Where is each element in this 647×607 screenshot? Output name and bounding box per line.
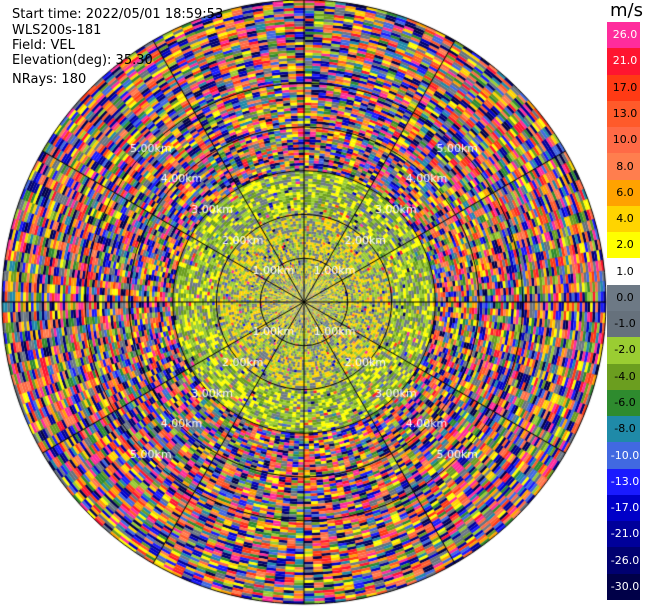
colorbar: 26.0 21.0 17.0 13.0 10.0 8.0 6.0 4.0 2.0 1.0 0.0 -1… xyxy=(607,22,640,601)
colorbar-swatch xyxy=(607,442,640,470)
nrays-label: NRays: 180 xyxy=(12,72,87,87)
field-label: Field: VEL xyxy=(12,38,75,53)
colorbar-swatch xyxy=(607,258,640,286)
colorbar-tick-label: 6.0 xyxy=(616,185,634,199)
colorbar-tick-label: 8.0 xyxy=(616,159,634,173)
colorbar-swatch xyxy=(607,179,640,207)
colorbar-tick-label: -4.0 xyxy=(614,369,636,383)
colorbar-swatch xyxy=(607,494,640,522)
colorbar-tick-label: -13.0 xyxy=(610,474,640,488)
colorbar-swatch xyxy=(607,100,640,128)
colorbar-swatch xyxy=(607,205,640,233)
colorbar-tick-label: 13.0 xyxy=(612,106,638,120)
colorbar-tick-label: -21.0 xyxy=(610,527,640,541)
colorbar-tick-label: -2.0 xyxy=(614,343,636,357)
colorbar-swatch xyxy=(607,416,640,443)
colorbar-swatch xyxy=(607,153,640,181)
colorbar-tick-label: -6.0 xyxy=(614,395,636,409)
colorbar-tick-label: -26.0 xyxy=(610,553,640,567)
colorbar-tick-label: 10.0 xyxy=(612,133,638,147)
colorbar-tick-label: -17.0 xyxy=(610,501,640,515)
colorbar-tick-label: 26.0 xyxy=(612,28,638,42)
elevation-label: Elevation(deg): 35.30 xyxy=(12,53,153,68)
colorbar-tick-label: -30.0 xyxy=(610,579,640,593)
colorbar-swatch xyxy=(607,573,640,601)
colorbar-unit: m/s xyxy=(610,0,643,21)
colorbar-tick-label: 17.0 xyxy=(612,80,638,94)
colorbar-swatch xyxy=(607,468,640,496)
colorbar-tick-label: 2.0 xyxy=(616,238,634,252)
colorbar-swatch xyxy=(607,232,640,259)
colorbar-tick-label: 0.0 xyxy=(616,290,634,304)
colorbar-swatch xyxy=(607,127,640,154)
colorbar-swatch xyxy=(607,284,640,312)
instrument-label: WLS200s-181 xyxy=(12,23,102,38)
colorbar-swatch xyxy=(607,389,640,417)
colorbar-swatch xyxy=(607,521,640,548)
start-time-label: Start time: 2022/05/01 18:59:53 xyxy=(12,7,224,22)
colorbar-swatch xyxy=(607,363,640,391)
colorbar-tick-label: -8.0 xyxy=(614,422,636,436)
colorbar-swatch xyxy=(607,22,640,49)
colorbar-swatch xyxy=(607,337,640,365)
colorbar-swatch xyxy=(607,48,640,76)
colorbar-tick-label: -10.0 xyxy=(610,448,640,462)
colorbar-tick-label: 21.0 xyxy=(612,54,638,68)
colorbar-swatch xyxy=(607,74,640,102)
colorbar-tick-label: 4.0 xyxy=(616,212,634,226)
colorbar-tick-label: -1.0 xyxy=(614,317,636,331)
colorbar-swatch xyxy=(607,311,640,338)
colorbar-tick-label: 1.0 xyxy=(616,264,634,278)
colorbar-swatch xyxy=(607,547,640,575)
